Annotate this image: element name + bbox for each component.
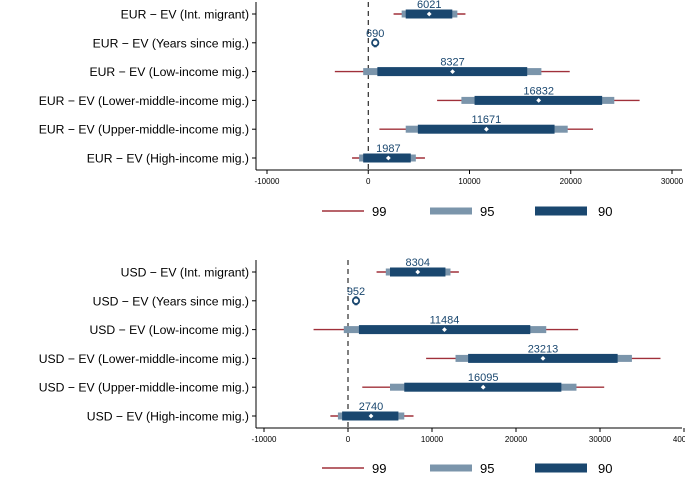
row-label: EUR − EV (High-income mig.): [87, 152, 249, 166]
point-estimate: [351, 296, 361, 305]
value-label: 16095: [468, 372, 499, 384]
value-label: 1987: [376, 143, 400, 155]
legend-label: 99: [372, 204, 386, 219]
x-tick-label: 20000: [560, 177, 583, 186]
point-estimate: [442, 327, 447, 332]
point-estimate: [540, 356, 546, 361]
x-tick-label: 30000: [589, 435, 612, 444]
x-tick-label: 10000: [421, 435, 444, 444]
row-label: USD − EV (Int. migrant): [121, 266, 249, 280]
row-label: EUR − EV (Lower-middle-income mig.): [39, 94, 249, 108]
row-label: EUR − EV (Upper-middle-income mig.): [39, 123, 249, 137]
x-tick-label: 10000: [458, 177, 481, 186]
row-label: EUR − EV (Years since mig.): [93, 36, 249, 50]
point-estimate: [536, 98, 542, 103]
x-tick-label: 40000: [673, 435, 685, 444]
x-tick-label: 30000: [661, 177, 684, 186]
value-label: 16832: [523, 85, 554, 97]
point-estimate: [371, 38, 380, 47]
legend-key-90: [535, 463, 587, 473]
point-estimate: [480, 384, 486, 390]
legend-label: 95: [480, 461, 494, 476]
value-label: 6021: [417, 0, 441, 11]
point-estimate: [484, 126, 489, 132]
x-tick-label: -10000: [252, 435, 277, 444]
value-label: 952: [347, 286, 365, 298]
legend-label: 90: [598, 461, 612, 476]
x-tick-label: -10000: [255, 177, 280, 186]
legend-key-90: [535, 206, 587, 216]
value-label: 11484: [430, 315, 460, 327]
value-label: 8304: [406, 257, 430, 269]
point-estimate: [415, 269, 421, 275]
value-label: 11671: [472, 114, 502, 126]
x-tick-label: 0: [366, 177, 371, 186]
row-label: USD − EV (Low-income mig.): [90, 323, 250, 337]
row-label: EUR − EV (Int. migrant): [121, 8, 249, 22]
row-label: USD − EV (High-income mig.): [87, 410, 249, 424]
point-estimate: [450, 69, 455, 74]
x-tick-label: 20000: [505, 435, 528, 444]
point-estimate: [368, 413, 374, 419]
legend-label: 90: [598, 204, 612, 219]
value-label: 690: [366, 28, 384, 40]
x-tick-label: 0: [346, 435, 351, 444]
value-label: 23213: [528, 343, 559, 355]
value-label: 2740: [359, 401, 383, 413]
row-label: USD − EV (Lower-middle-income mig.): [39, 352, 249, 366]
value-label: 8327: [440, 57, 464, 69]
legend-label: 99: [372, 461, 386, 476]
row-label: EUR − EV (Low-income mig.): [90, 65, 250, 79]
point-estimate: [426, 11, 432, 17]
row-label: USD − EV (Years since mig.): [93, 294, 249, 308]
row-label: USD − EV (Upper-middle-income mig.): [39, 381, 249, 395]
point-estimate: [385, 155, 391, 161]
legend-key-95: [430, 464, 472, 472]
legend-label: 95: [480, 204, 494, 219]
legend-key-95: [430, 207, 472, 215]
